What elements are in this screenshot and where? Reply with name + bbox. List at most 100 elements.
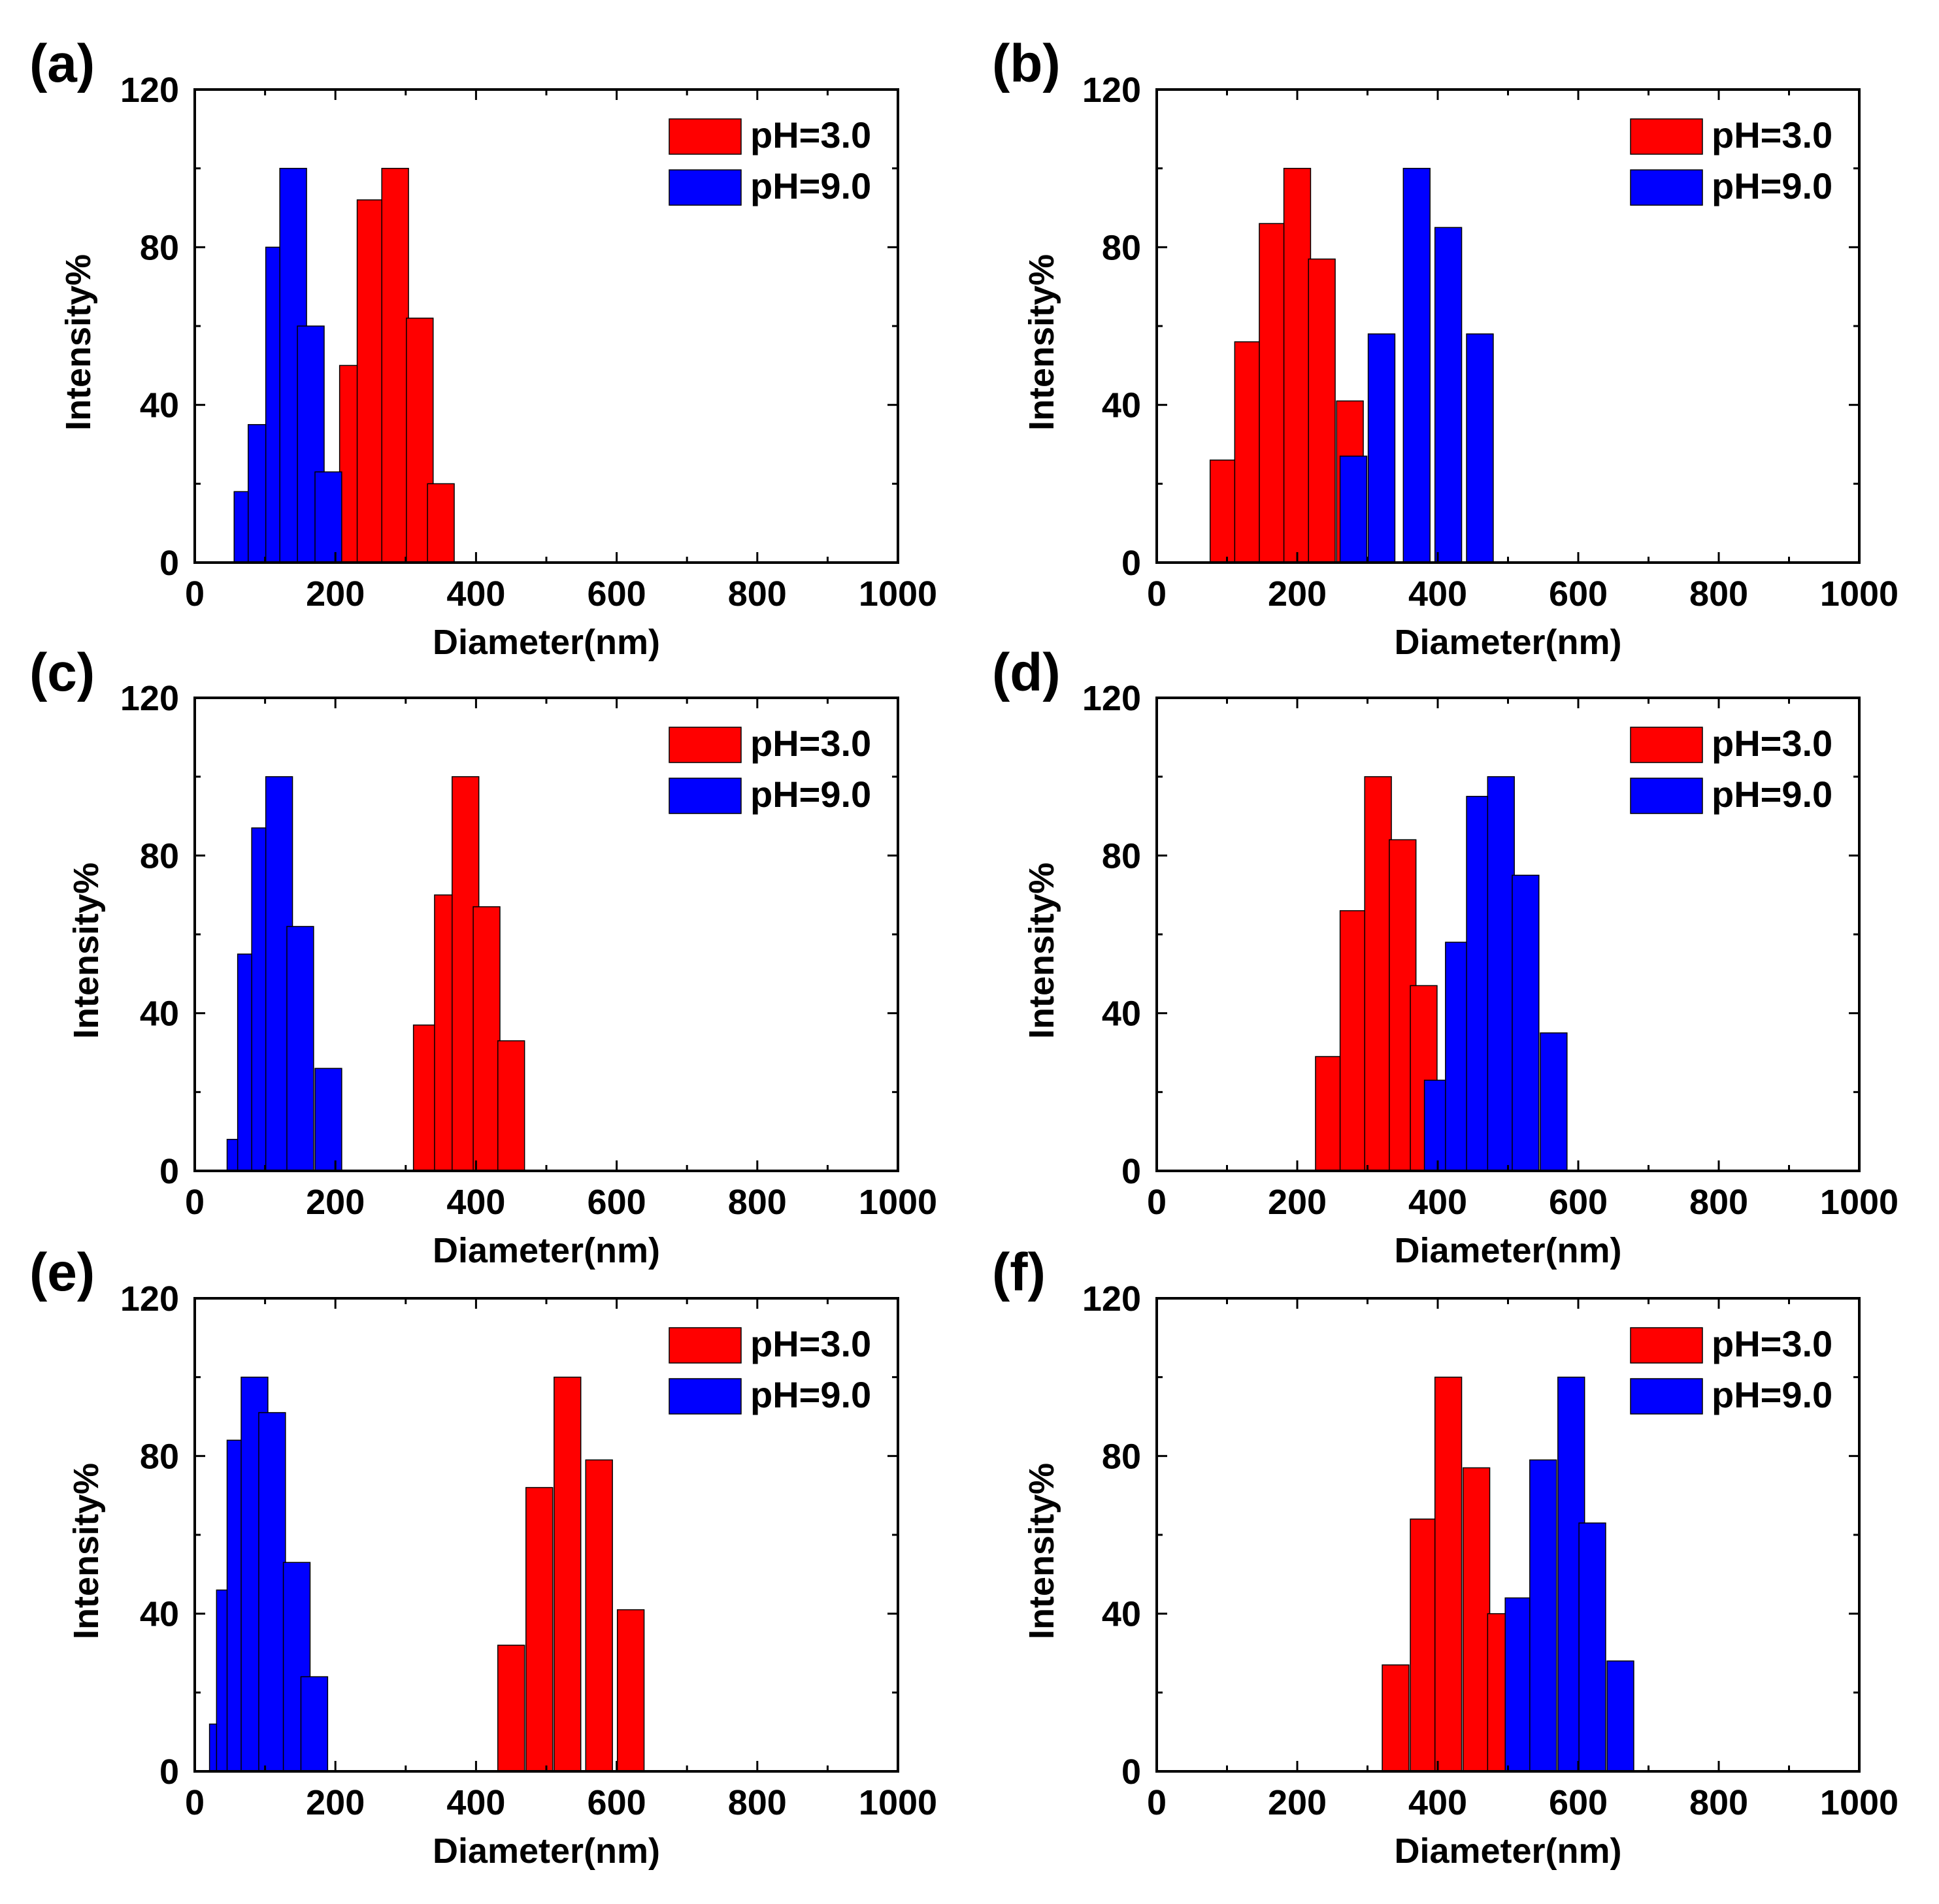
x-tick-label: 200 (306, 1783, 365, 1822)
bar (356, 199, 385, 563)
x-tick-label: 0 (1147, 1783, 1167, 1822)
bar (525, 1486, 554, 1772)
x-tick-label: 800 (728, 574, 787, 614)
legend-swatch (669, 118, 742, 155)
x-axis-label: Diameter(nm) (1394, 623, 1621, 662)
y-tick-label: 0 (1121, 1752, 1141, 1792)
y-axis-label: Intensity% (67, 1463, 106, 1639)
x-tick-label: 600 (588, 1783, 646, 1822)
bar (1402, 167, 1431, 563)
bar (1259, 223, 1287, 563)
chart-panel: (f) 0 200 400 600 800 1000 0 40 80 120 Diameter(nm)… (992, 1243, 1898, 1871)
y-tick-label: 120 (120, 1279, 179, 1319)
y-axis-label: Intensity% (1022, 862, 1061, 1039)
bar (1410, 1518, 1438, 1772)
bar (1339, 910, 1368, 1172)
x-tick-label: 0 (1147, 1183, 1167, 1222)
bar (1466, 333, 1494, 563)
x-tick-label: 600 (588, 574, 646, 614)
y-tick-label: 120 (120, 71, 179, 110)
x-axis-label: Diameter(nm) (433, 1231, 660, 1270)
bar (1540, 1032, 1568, 1172)
x-tick-label: 800 (1689, 1183, 1748, 1222)
x-tick-label: 400 (446, 574, 505, 614)
bar (381, 167, 409, 563)
bar (1283, 167, 1312, 563)
x-tick-label: 200 (306, 574, 365, 614)
bar (1434, 1376, 1463, 1772)
y-tick-label: 40 (140, 1595, 179, 1634)
bar (1382, 1664, 1410, 1772)
bar (1234, 341, 1262, 563)
x-tick-label: 0 (185, 1783, 205, 1822)
y-tick-label: 40 (140, 994, 179, 1034)
bar (1487, 776, 1515, 1172)
x-tick-label: 400 (1408, 1783, 1467, 1822)
bar (300, 1676, 329, 1772)
y-tick-label: 0 (159, 1152, 179, 1191)
y-tick-label: 0 (159, 544, 179, 583)
bar (1512, 874, 1540, 1172)
chart-panel: (b) 0 200 400 600 800 1000 0 40 80 120 Diameter(nm)… (992, 34, 1898, 662)
legend-label: pH=3.0 (1712, 114, 1832, 156)
legend-swatch (1630, 169, 1703, 206)
y-tick-label: 80 (140, 228, 179, 267)
x-tick-label: 1000 (859, 1183, 937, 1222)
x-axis-label: Diameter(nm) (1394, 1831, 1621, 1871)
bar (1462, 1467, 1491, 1772)
panel-label: (c) (29, 643, 95, 702)
y-axis-label: Intensity% (67, 862, 106, 1039)
x-tick-label: 1000 (859, 574, 937, 614)
x-tick-label: 600 (588, 1183, 646, 1222)
y-tick-label: 40 (1102, 386, 1141, 425)
x-tick-label: 200 (1268, 574, 1327, 614)
x-tick-label: 200 (306, 1183, 365, 1222)
bar (1367, 333, 1396, 563)
x-tick-label: 0 (185, 1183, 205, 1222)
bar (1364, 776, 1392, 1172)
x-tick-label: 0 (1147, 574, 1167, 614)
legend-swatch (1630, 727, 1703, 763)
legend-swatch (1630, 1327, 1703, 1364)
x-tick-label: 1000 (1820, 1783, 1898, 1822)
legend-swatch (669, 778, 742, 814)
y-tick-label: 120 (1082, 679, 1141, 718)
y-axis-label: Intensity% (1022, 1463, 1061, 1639)
y-tick-label: 40 (140, 386, 179, 425)
x-tick-label: 800 (1689, 574, 1748, 614)
y-axis-label: Intensity% (1022, 254, 1061, 431)
legend-swatch (669, 727, 742, 763)
x-tick-label: 600 (1549, 1183, 1608, 1222)
y-tick-label: 80 (1102, 1437, 1141, 1476)
legend-label: pH=9.0 (750, 1374, 871, 1415)
y-tick-label: 40 (1102, 1595, 1141, 1634)
bar (286, 926, 314, 1172)
panel-label: (b) (992, 34, 1061, 93)
legend-label: pH=3.0 (750, 114, 871, 156)
bar (585, 1459, 613, 1772)
y-tick-label: 0 (1121, 544, 1141, 583)
x-axis-label: Diameter(nm) (433, 1831, 660, 1871)
x-axis-label: Diameter(nm) (1394, 1231, 1621, 1270)
legend-swatch (1630, 778, 1703, 814)
legend-swatch (1630, 118, 1703, 155)
bar (1578, 1522, 1606, 1772)
x-axis-label: Diameter(nm) (433, 623, 660, 662)
bar (1504, 1597, 1533, 1772)
bar (497, 1040, 525, 1172)
legend-swatch (669, 1327, 742, 1364)
bar (616, 1609, 645, 1772)
y-tick-label: 80 (1102, 228, 1141, 267)
legend-swatch (669, 169, 742, 206)
x-tick-label: 1000 (1820, 574, 1898, 614)
bar (1209, 459, 1238, 563)
panel-label: (f) (992, 1243, 1046, 1302)
chart-panel: (c) 0 200 400 600 800 1000 0 40 80 120 Diameter(nm)… (29, 643, 937, 1270)
panel-label: (d) (992, 643, 1061, 702)
x-tick-label: 400 (446, 1783, 505, 1822)
x-tick-label: 1000 (1820, 1183, 1898, 1222)
x-tick-label: 800 (728, 1783, 787, 1822)
y-tick-label: 120 (1082, 71, 1141, 110)
x-tick-label: 600 (1549, 574, 1608, 614)
